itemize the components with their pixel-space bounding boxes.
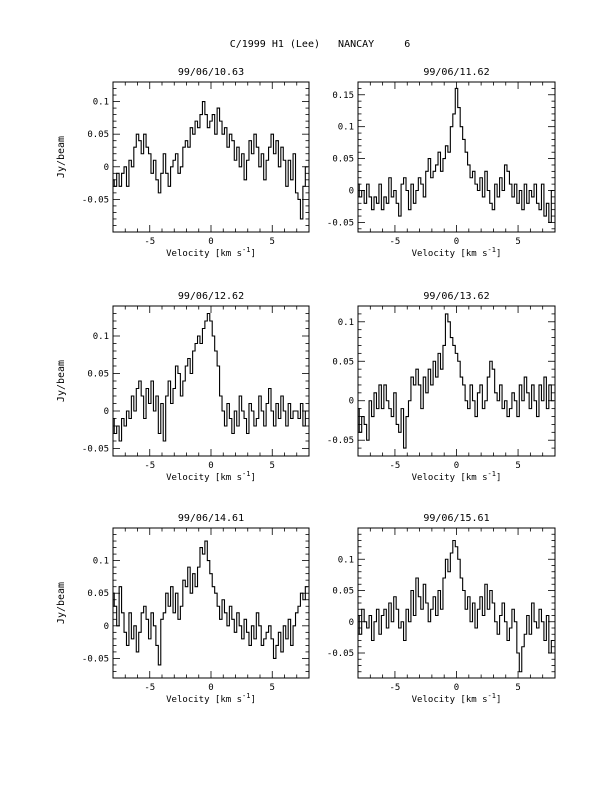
y-tick-label: 0 <box>104 163 109 173</box>
spectrum-line <box>113 312 308 442</box>
plot-frame <box>357 527 556 679</box>
x-tick-label: -5 <box>144 683 155 693</box>
spectra-panels: 99/06/10.63 -5 0 5 -0.05 0 0.05 0.1 Velocity [km… <box>56 67 556 705</box>
y-tick-label: 0.05 <box>332 587 354 597</box>
y-tick-label: 0.05 <box>332 357 354 367</box>
panel-title: 99/06/12.62 <box>178 291 244 302</box>
spectrum-panel-2: 99/06/11.62 -5 0 5 -0.05 0 0.05 0.1 0.15 Velocity… <box>327 67 556 259</box>
y-tick-label: 0.1 <box>93 332 109 342</box>
x-tick-label: -5 <box>144 237 155 247</box>
plot-frame <box>112 305 310 457</box>
y-tick-label: 0.05 <box>87 589 109 599</box>
x-tick-label: 5 <box>270 461 275 471</box>
spectrum-panel-5: 99/06/14.61 -5 0 5 -0.05 0 0.05 0.1 Velocity [km… <box>56 513 310 705</box>
x-axis-label: Velocity [km s-1] <box>166 692 256 705</box>
x-tick-label: 5 <box>515 683 520 693</box>
spectrum-panel-4: 99/06/13.62 -5 0 5 -0.05 0 0.05 0.1 Velocity [km… <box>327 291 556 483</box>
y-tick-label: -0.05 <box>327 649 354 659</box>
spectrum-panel-1: 99/06/10.63 -5 0 5 -0.05 0 0.05 0.1 Velocity [km… <box>56 67 310 259</box>
x-axis-label: Velocity [km s-1] <box>412 246 502 259</box>
x-tick-label: -5 <box>144 461 155 471</box>
y-axis-label: Jy/beam <box>56 360 67 402</box>
y-tick-label: -0.05 <box>82 445 109 455</box>
y-tick-label: 0.05 <box>87 370 109 380</box>
y-tick-label: 0.1 <box>338 555 354 565</box>
spectrum-panel-3: 99/06/12.62 -5 0 5 -0.05 0 0.05 0.1 Velocity [km… <box>56 291 310 483</box>
x-tick-label: -5 <box>390 683 401 693</box>
x-tick-label: 5 <box>515 461 520 471</box>
x-tick-label: 0 <box>208 683 213 693</box>
x-axis-label: Velocity [km s-1] <box>166 470 256 483</box>
y-tick-label: 0.15 <box>332 91 354 101</box>
spectrum-line <box>113 101 308 220</box>
y-tick-label: 0 <box>104 622 109 632</box>
y-tick-label: 0.1 <box>338 123 354 133</box>
x-tick-label: 5 <box>270 237 275 247</box>
x-tick-label: 0 <box>208 237 213 247</box>
x-tick-label: -5 <box>390 461 401 471</box>
x-tick-label: 5 <box>515 237 520 247</box>
x-tick-label: 5 <box>270 683 275 693</box>
x-tick-label: 0 <box>208 461 213 471</box>
plot-frame <box>357 81 556 233</box>
y-tick-label: 0.05 <box>87 130 109 140</box>
plot-frame <box>357 305 556 457</box>
y-tick-label: 0.1 <box>93 98 109 108</box>
y-tick-label: 0 <box>104 407 109 417</box>
y-tick-label: -0.05 <box>82 654 109 664</box>
y-axis-label: Jy/beam <box>56 136 67 178</box>
y-tick-label: 0.05 <box>332 155 354 165</box>
spectrum-line <box>358 87 554 223</box>
panel-title: 99/06/11.62 <box>423 67 489 78</box>
y-tick-label: 0 <box>349 187 354 197</box>
y-tick-label: 0.1 <box>93 557 109 567</box>
spectrum-line <box>113 540 308 666</box>
plot-frame <box>112 527 310 679</box>
figure-title: C/1999 H1 (Lee) NANCAY 6 <box>230 39 411 50</box>
panel-title: 99/06/13.62 <box>423 291 489 302</box>
x-axis-label: Velocity [km s-1] <box>166 246 256 259</box>
x-axis-label: Velocity [km s-1] <box>412 470 502 483</box>
x-axis-label: Velocity [km s-1] <box>412 692 502 705</box>
x-tick-label: -5 <box>390 237 401 247</box>
y-tick-label: -0.05 <box>327 218 354 228</box>
y-tick-label: -0.05 <box>327 436 354 446</box>
spectrum-line <box>358 539 554 673</box>
spectrum-panel-6: 99/06/15.61 -5 0 5 -0.05 0 0.05 0.1 Velocity [km… <box>327 513 556 705</box>
panel-title: 99/06/10.63 <box>178 67 244 78</box>
y-axis-label: Jy/beam <box>56 582 67 624</box>
x-tick-label: 0 <box>454 683 459 693</box>
panel-title: 99/06/14.61 <box>178 513 244 524</box>
y-tick-label: 0 <box>349 397 354 407</box>
y-tick-label: 0 <box>349 618 354 628</box>
y-tick-label: -0.05 <box>82 195 109 205</box>
x-tick-label: 0 <box>454 461 459 471</box>
spectrum-line <box>358 313 554 449</box>
plot-frame <box>112 81 310 233</box>
x-tick-label: 0 <box>454 237 459 247</box>
panel-title: 99/06/15.61 <box>423 513 489 524</box>
y-tick-label: 0.1 <box>338 318 354 328</box>
